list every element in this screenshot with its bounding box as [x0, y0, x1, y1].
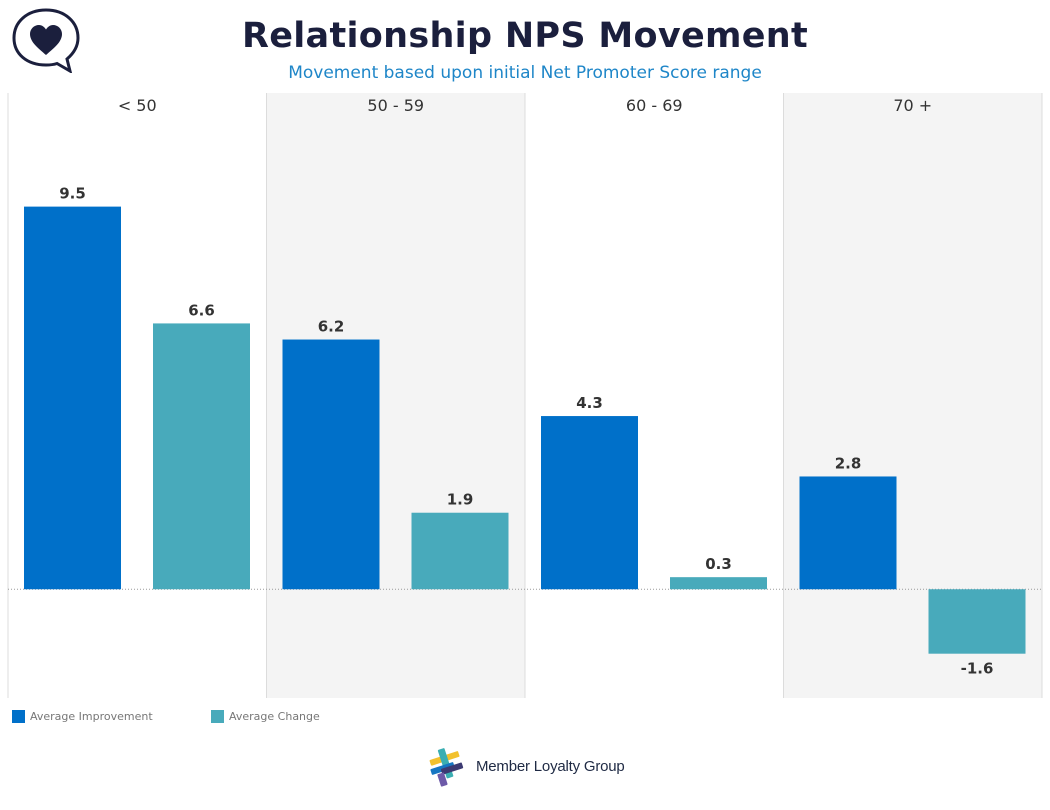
- chart-subtitle: Movement based upon initial Net Promoter…: [288, 63, 762, 83]
- bar-average-change: [411, 512, 509, 590]
- brand-name: Member Loyalty Group: [476, 758, 625, 775]
- chart-title: Relationship NPS Movement: [241, 16, 809, 56]
- data-label: 2.8: [835, 454, 862, 472]
- bar-average-change: [153, 323, 250, 590]
- category-label: < 50: [118, 96, 157, 115]
- heart-speech-bubble-icon: [12, 8, 80, 73]
- bar-average-change: [928, 589, 1026, 654]
- bar-average-improvement: [282, 339, 380, 590]
- data-label: 9.5: [59, 185, 86, 203]
- data-label: 0.3: [705, 555, 732, 573]
- legend-swatch-average-improvement: [12, 710, 25, 723]
- bar-chart: < 50 50 - 59 60 - 69 70 + 9.5 6.2 4.3 2.8 6.6 1.9…: [7, 93, 1043, 698]
- legend-label: Average Change: [229, 710, 320, 723]
- bar-average-improvement: [24, 206, 121, 590]
- bar-average-improvement: [799, 476, 897, 590]
- legend-label: Average Improvement: [30, 710, 153, 723]
- data-label: 6.2: [318, 318, 345, 336]
- bar-average-change: [670, 577, 767, 590]
- data-label: 4.3: [576, 394, 603, 412]
- legend-swatch-average-change: [211, 710, 224, 723]
- member-loyalty-group-logo-icon: [429, 748, 464, 787]
- category-label: 70 +: [893, 96, 932, 115]
- data-label: 6.6: [188, 301, 215, 319]
- panel-bg-3: [525, 93, 784, 698]
- category-label: 60 - 69: [626, 96, 683, 115]
- data-label: -1.6: [961, 660, 994, 678]
- category-label: 50 - 59: [367, 96, 424, 115]
- bar-average-improvement: [541, 416, 638, 590]
- data-label: 1.9: [447, 491, 474, 509]
